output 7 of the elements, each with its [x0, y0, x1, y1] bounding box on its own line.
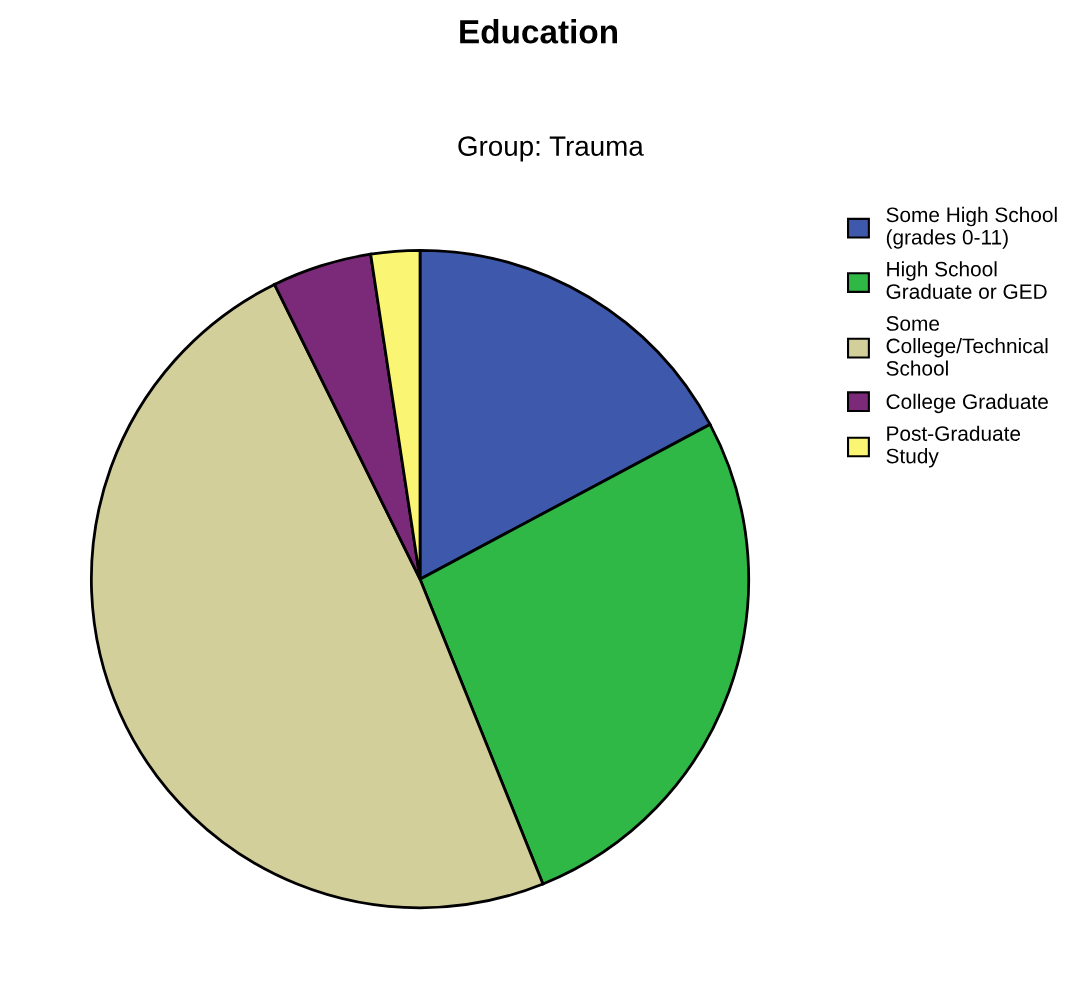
legend-label: Post-Graduate Study — [886, 425, 1021, 468]
legend-label: Some College/Technical School — [886, 316, 1048, 376]
legend-label: College Graduate — [886, 393, 1048, 414]
legend-label: Some High School (grades 0-11) — [886, 206, 1057, 249]
legend-label: High School Graduate or GED — [886, 261, 1047, 299]
chart-subtitle: Group: Trauma — [458, 136, 644, 162]
chart-title: Education — [460, 19, 617, 44]
